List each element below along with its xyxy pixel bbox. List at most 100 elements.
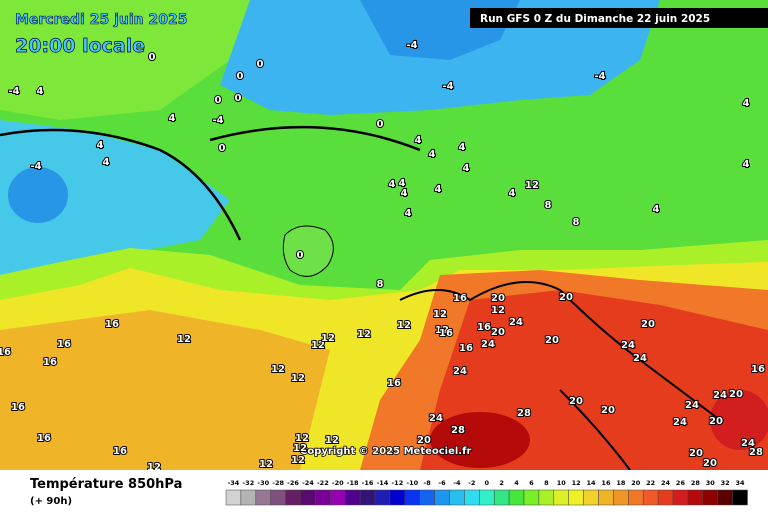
contour-label: 12 <box>525 180 539 191</box>
scale-tick-label: 0 <box>484 479 489 487</box>
contour-label: 16 <box>57 339 71 350</box>
scale-tick-label: 26 <box>676 479 686 487</box>
scale-tick-label: -20 <box>332 479 344 487</box>
scale-swatch <box>613 489 629 506</box>
contour-label: 16 <box>453 293 467 304</box>
scale-tick-label: 2 <box>499 479 504 487</box>
contour-label: 0 <box>219 143 226 154</box>
scale-swatch <box>538 489 555 506</box>
contour-label: 20 <box>559 292 573 303</box>
scale-tick-label: 6 <box>529 479 534 487</box>
scale-swatch <box>255 489 271 506</box>
scale-tick-label: -6 <box>438 479 446 487</box>
scale-swatch <box>672 489 689 506</box>
contour-label: 0 <box>149 52 156 63</box>
contour-label: 0 <box>257 59 264 70</box>
contour-label: 4 <box>97 140 104 151</box>
scale-tick-label: -26 <box>287 479 299 487</box>
scale-tick-label: -2 <box>468 479 475 487</box>
scale-tick-label: 28 <box>691 479 701 487</box>
scale-swatch <box>508 489 525 506</box>
scale-swatch <box>419 489 435 506</box>
contour-label: 16 <box>43 357 57 368</box>
scale-tick-label: -34 <box>228 479 240 487</box>
contour-label: 24 <box>429 413 443 424</box>
scale-tick-label: 12 <box>572 479 581 487</box>
scale-tick-label: 22 <box>646 479 655 487</box>
legend-title: Température 850hPa <box>30 477 182 492</box>
contour-label: 0 <box>215 95 222 106</box>
contour-label: 20 <box>569 396 583 407</box>
contour-label: 0 <box>237 71 244 82</box>
contour-label: 4 <box>405 208 412 219</box>
contour-label: 24 <box>453 366 467 377</box>
scale-tick-label: -18 <box>347 479 359 487</box>
scale-swatch <box>225 489 242 506</box>
scale-tick-label: 8 <box>544 479 549 487</box>
contour-label: 24 <box>741 438 755 449</box>
contour-label: 8 <box>573 217 580 228</box>
contour-label: 0 <box>235 93 242 104</box>
contour-label: 24 <box>481 339 495 350</box>
scale-swatch <box>404 489 420 506</box>
contour-label: 4 <box>415 135 422 146</box>
color-scale: -34 -32 -30 -28 -26 -24 -22 -20 -18 -16 -14 -12 -10-… <box>225 479 748 506</box>
contour-label: 28 <box>451 425 465 436</box>
contour-label: 4 <box>743 159 750 170</box>
scale-tick-label: -22 <box>317 479 329 487</box>
temperature-field <box>0 0 768 471</box>
contour-label: 24 <box>685 400 699 411</box>
contour-label: 12 <box>291 455 305 466</box>
contour-label: 20 <box>729 389 743 400</box>
scale-swatch <box>359 489 376 506</box>
contour-label: 4 <box>429 149 436 160</box>
contour-label: 12 <box>259 459 273 470</box>
contour-label: 12 <box>311 340 325 351</box>
scale-swatch <box>702 489 718 506</box>
legend-subtitle: (+ 90h) <box>30 496 72 507</box>
map-time: 20:00 locale <box>15 35 145 57</box>
scale-tick-label: 18 <box>616 479 626 487</box>
contour-label: 4 <box>399 178 406 189</box>
contour-label: -4 <box>442 81 453 92</box>
contour-label: 16 <box>105 319 119 330</box>
scale-swatch <box>344 489 361 506</box>
contour-label: 4 <box>401 188 408 199</box>
contour-label: -4 <box>30 161 41 172</box>
scale-swatch <box>657 489 674 506</box>
contour-label: 16 <box>387 378 401 389</box>
scale-tick-label: 16 <box>601 479 611 487</box>
contour-label: 12 <box>435 325 449 336</box>
contour-label: -4 <box>212 115 223 126</box>
contour-label: 12 <box>321 333 335 344</box>
scale-tick-label: 34 <box>736 479 746 487</box>
contour-label: 12 <box>295 433 309 444</box>
scale-swatch <box>449 489 465 506</box>
contour-label: 8 <box>377 279 384 290</box>
contour-label: 0 <box>377 119 384 130</box>
scale-tick-label: -10 <box>406 479 418 487</box>
contour-label: 20 <box>491 327 505 338</box>
contour-label: 24 <box>633 353 647 364</box>
scale-swatch <box>464 489 480 506</box>
contour-label: 4 <box>459 142 466 153</box>
contour-label: 4 <box>103 157 110 168</box>
contour-label: 16 <box>477 322 491 333</box>
contour-label: 12 <box>177 334 191 345</box>
contour-label: 12 <box>357 329 371 340</box>
scale-swatch <box>493 489 510 506</box>
scale-tick-label: -14 <box>377 479 389 487</box>
contour-label: 12 <box>293 443 307 454</box>
contour-label: 12 <box>433 309 447 320</box>
contour-label: 16 <box>459 343 473 354</box>
run-box <box>470 8 768 28</box>
contour-label: 4 <box>463 163 470 174</box>
contour-label: 16 <box>37 433 51 444</box>
scale-tick-label: -24 <box>302 479 314 487</box>
scale-tick-label: 14 <box>587 479 597 487</box>
scale-swatch <box>389 489 406 506</box>
contour-label: 28 <box>749 447 763 458</box>
scale-tick-label: 30 <box>706 479 716 487</box>
